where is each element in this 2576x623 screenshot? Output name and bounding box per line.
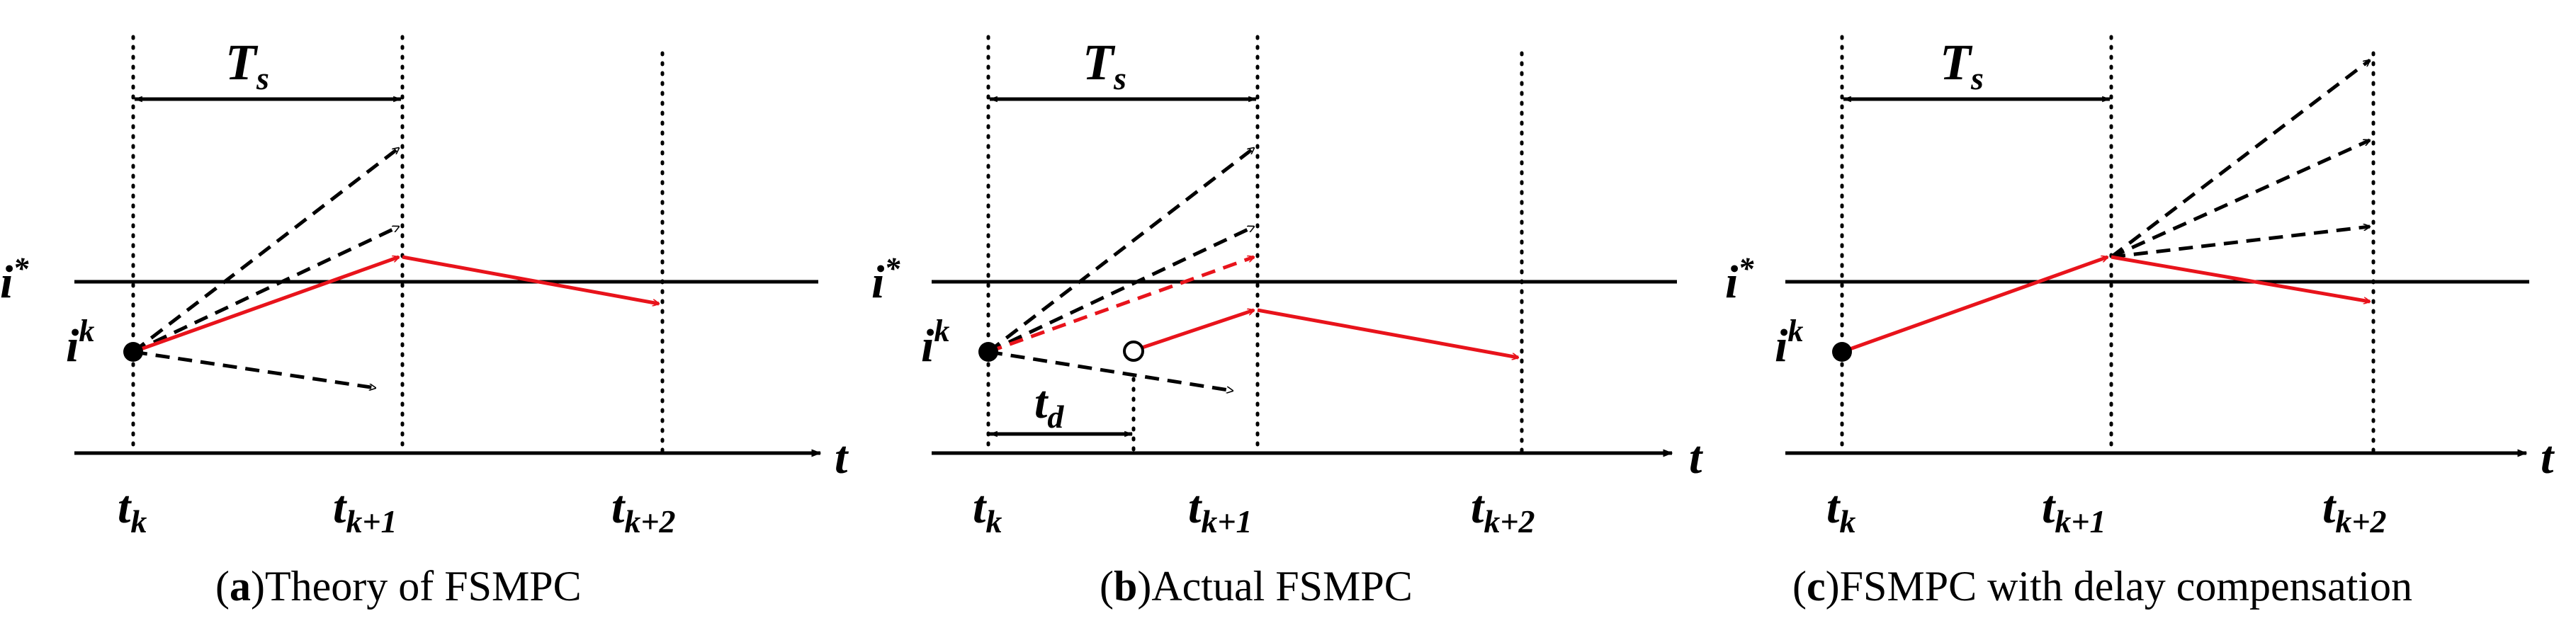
state-label: ik: [1775, 314, 1803, 372]
tick-label-tk: tk: [118, 481, 147, 539]
reference-label: i*: [1725, 251, 1754, 308]
tick-label-tk2: tk+2: [1471, 481, 1535, 539]
reference-label: i*: [0, 251, 29, 308]
period-label: Ts: [1083, 34, 1126, 96]
panel-c: Ts i* t ik tk tk+1 tk+2 (c)FSMPC with de…: [1725, 34, 2555, 610]
candidate-arrow: [2110, 138, 2370, 259]
tick-label-tk1: tk+1: [2042, 481, 2106, 539]
tick-label-tk1: tk+1: [1188, 481, 1253, 539]
delay-label: td: [1034, 377, 1064, 435]
current-state-dot: [978, 342, 998, 362]
axis-label-t: t: [1689, 432, 1703, 484]
current-state-dot: [1832, 342, 1852, 362]
candidate-arrow: [132, 147, 399, 353]
axis-label-t: t: [2541, 432, 2555, 484]
candidate-arrow: [132, 350, 375, 388]
period-label: Ts: [225, 34, 269, 96]
reference-label: i*: [871, 251, 900, 308]
axis-label-t: t: [835, 432, 849, 484]
caption: (b)Actual FSMPC: [1100, 563, 1413, 610]
delayed-state-circle: [1123, 341, 1144, 362]
state-label: ik: [921, 314, 949, 372]
candidate-arrow: [987, 224, 1254, 354]
current-state-dot: [123, 342, 143, 362]
candidate-arrow: [988, 350, 1233, 391]
tick-label-tk: tk: [1826, 481, 1855, 539]
caption: (c)FSMPC with delay compensation: [1792, 563, 2412, 610]
period-label: Ts: [1940, 34, 1984, 96]
panel-a: Ts i* t ik tk tk+1 tk+2 (a)Theory of FSM…: [0, 34, 849, 610]
state-label: ik: [66, 314, 94, 372]
actual-arrow: [1141, 310, 1254, 350]
candidate-arrow: [2111, 227, 2370, 259]
tick-label-tk1: tk+1: [333, 481, 397, 539]
candidate-arrow: [132, 224, 399, 354]
tick-label-tk2: tk+2: [2322, 481, 2387, 539]
tick-label-tk: tk: [973, 481, 1002, 539]
optimal-arrow: [402, 255, 659, 304]
predicted-arrow: [988, 257, 1254, 354]
caption: (a)Theory of FSMPC: [215, 563, 582, 610]
panel-b: Ts i* t td ik tk tk+1 tk+2 (b)Actual FSM…: [871, 34, 1703, 610]
actual-arrow: [1257, 308, 1518, 358]
optimal-arrow: [2111, 255, 2370, 302]
optimal-arrow: [132, 257, 399, 354]
applied-arrow: [1841, 257, 2108, 354]
candidate-arrow: [2110, 59, 2370, 258]
tick-label-tk2: tk+2: [611, 481, 676, 539]
candidate-arrow: [987, 147, 1254, 353]
